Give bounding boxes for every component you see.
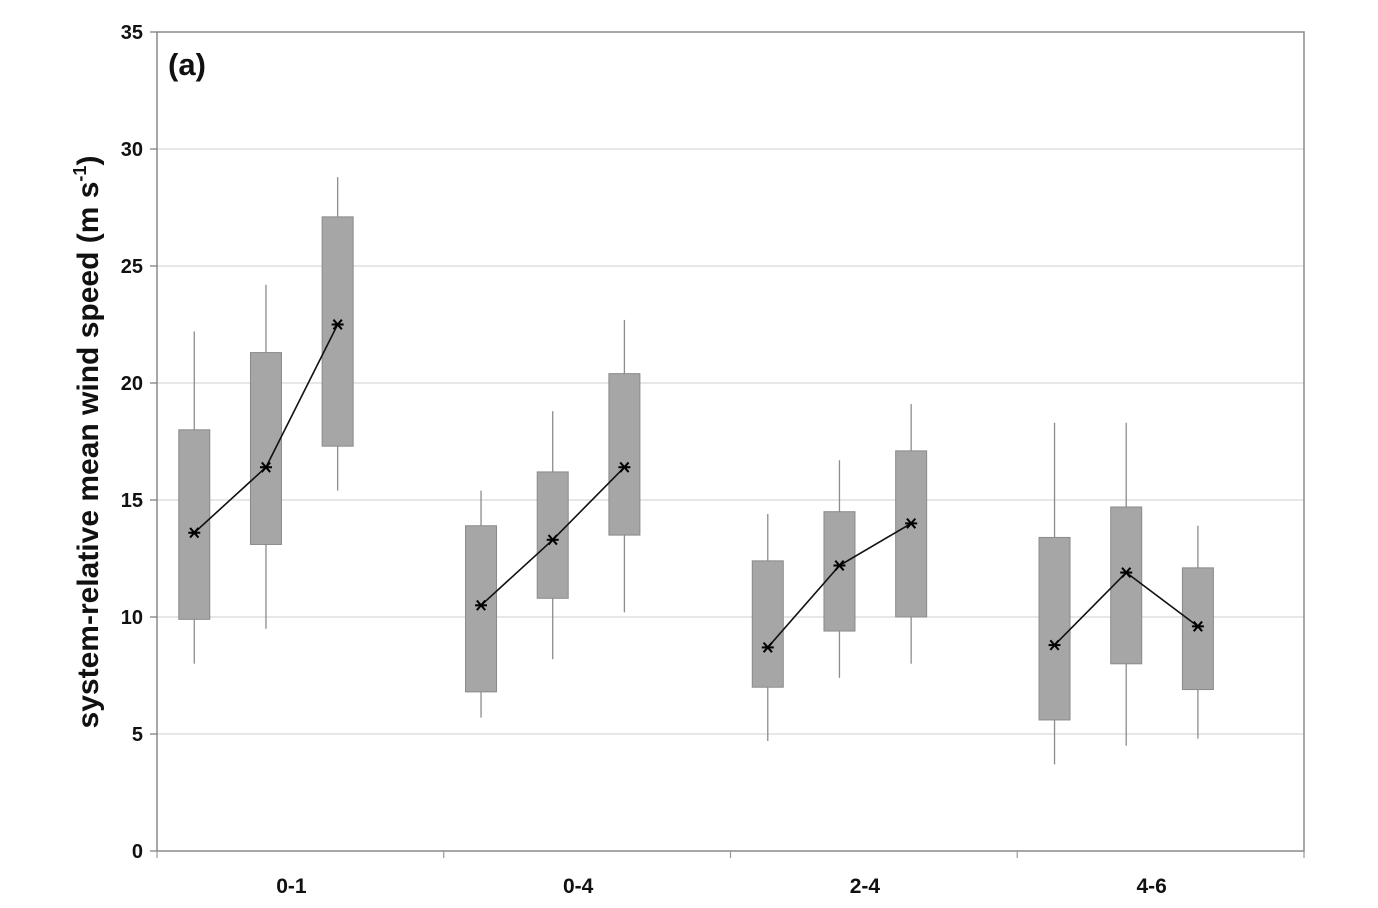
box: [1181, 567, 1214, 691]
mean-marker: [761, 641, 774, 653]
y-axis-label-sup: -1: [70, 166, 90, 182]
y-axis-label-close: ): [72, 156, 105, 166]
box-series: [178, 177, 1214, 765]
marker-stroke: [834, 560, 845, 571]
y-tick-label: 5: [132, 724, 143, 746]
marker-stroke: [547, 534, 558, 546]
mean-marker: [259, 461, 272, 473]
x-category-label: 4-6: [1136, 875, 1166, 898]
y-tick-label: 20: [121, 373, 143, 395]
mean-marker: [188, 527, 201, 539]
mean-marker: [546, 534, 559, 546]
mean-marker: [618, 461, 631, 473]
y-tick-label: 10: [121, 607, 143, 629]
y-tick-label: 30: [121, 139, 143, 161]
mean-marker: [833, 560, 846, 571]
marker-stroke: [1192, 620, 1203, 632]
x-axis: 0-1 0-4 2-4 4-6: [156, 851, 1305, 898]
marker-stroke: [476, 599, 486, 611]
box: [823, 511, 856, 632]
y-axis-label: system-relative mean wind speed (m s-1): [70, 156, 105, 729]
y-axis: 0 5 10 15 20 25 30 35: [121, 22, 157, 863]
box: [1038, 536, 1071, 721]
y-tick-label: 35: [121, 22, 143, 44]
mean-marker: [1191, 620, 1204, 632]
mean-marker: [1048, 639, 1061, 651]
mean-marker: [1120, 567, 1133, 578]
box: [465, 525, 498, 693]
y-tick-label: 0: [132, 841, 143, 863]
mean-marker: [905, 517, 918, 529]
marker-stroke: [762, 641, 773, 653]
y-tick-label: 15: [121, 490, 143, 512]
y-axis-label-main: system-relative mean wind speed (m s: [72, 182, 105, 729]
marker-stroke: [261, 461, 271, 473]
marker-stroke: [332, 319, 343, 330]
box: [1110, 506, 1143, 665]
box: [178, 429, 211, 620]
panel-label: (a): [168, 47, 206, 82]
marker-stroke: [1049, 639, 1060, 651]
marker-stroke: [619, 461, 630, 473]
marker-stroke: [1121, 567, 1132, 578]
box: [536, 471, 569, 599]
mean-marker: [475, 599, 488, 611]
box: [895, 450, 928, 618]
y-tick-label: 25: [121, 256, 143, 278]
marker-stroke: [189, 527, 200, 539]
marker-stroke: [906, 517, 917, 529]
x-category-label: 0-1: [276, 875, 307, 898]
box: [321, 216, 354, 447]
x-category-label: 2-4: [850, 875, 881, 898]
box: [249, 352, 282, 545]
x-category-label: 0-4: [563, 875, 594, 898]
mean-marker: [331, 319, 344, 330]
box: [608, 373, 641, 536]
box: [751, 560, 784, 688]
